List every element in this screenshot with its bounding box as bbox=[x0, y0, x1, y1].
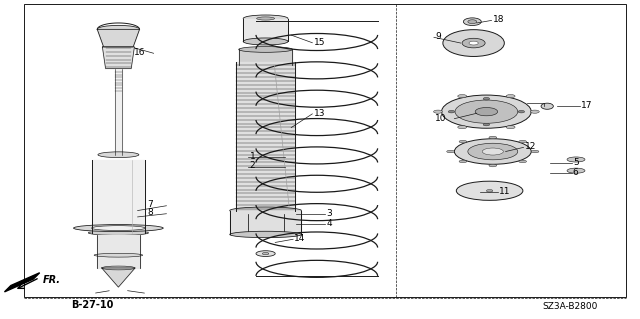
Ellipse shape bbox=[243, 38, 288, 45]
Polygon shape bbox=[115, 69, 122, 155]
Ellipse shape bbox=[506, 126, 515, 129]
Ellipse shape bbox=[442, 95, 531, 128]
Ellipse shape bbox=[257, 17, 275, 20]
Ellipse shape bbox=[74, 225, 163, 232]
Ellipse shape bbox=[256, 251, 275, 256]
Ellipse shape bbox=[567, 168, 585, 173]
Ellipse shape bbox=[433, 110, 442, 113]
Ellipse shape bbox=[506, 94, 515, 98]
Text: 8: 8 bbox=[147, 208, 153, 217]
Ellipse shape bbox=[243, 15, 288, 22]
Ellipse shape bbox=[88, 230, 148, 235]
Text: 2: 2 bbox=[250, 161, 255, 170]
Text: 17: 17 bbox=[581, 101, 593, 110]
Ellipse shape bbox=[455, 100, 518, 123]
Ellipse shape bbox=[230, 231, 301, 238]
Text: 16: 16 bbox=[134, 48, 146, 57]
Ellipse shape bbox=[262, 253, 269, 255]
Text: 7: 7 bbox=[147, 200, 153, 209]
Ellipse shape bbox=[567, 157, 585, 162]
Ellipse shape bbox=[468, 20, 477, 24]
Ellipse shape bbox=[518, 110, 525, 113]
Ellipse shape bbox=[456, 181, 523, 200]
Polygon shape bbox=[4, 273, 40, 292]
Ellipse shape bbox=[489, 164, 497, 167]
Text: 6: 6 bbox=[573, 168, 579, 177]
Ellipse shape bbox=[541, 103, 554, 109]
Ellipse shape bbox=[458, 94, 467, 98]
Ellipse shape bbox=[483, 148, 504, 155]
Text: 1: 1 bbox=[250, 152, 255, 161]
Text: 11: 11 bbox=[499, 187, 511, 196]
Polygon shape bbox=[102, 268, 135, 287]
Text: 14: 14 bbox=[294, 234, 306, 243]
Ellipse shape bbox=[475, 108, 498, 116]
Ellipse shape bbox=[230, 207, 301, 214]
Polygon shape bbox=[97, 29, 140, 47]
Ellipse shape bbox=[486, 189, 493, 192]
Polygon shape bbox=[236, 62, 295, 211]
Ellipse shape bbox=[102, 266, 135, 270]
Text: 15: 15 bbox=[314, 38, 325, 47]
Ellipse shape bbox=[98, 152, 139, 158]
Text: 4: 4 bbox=[326, 219, 332, 228]
Ellipse shape bbox=[239, 47, 292, 52]
Ellipse shape bbox=[92, 226, 145, 230]
Ellipse shape bbox=[458, 126, 467, 129]
Polygon shape bbox=[239, 49, 292, 65]
Text: 18: 18 bbox=[493, 15, 504, 24]
Polygon shape bbox=[230, 211, 301, 234]
Text: FR.: FR. bbox=[43, 275, 61, 285]
Text: B-27-10: B-27-10 bbox=[72, 300, 114, 310]
Ellipse shape bbox=[519, 160, 527, 163]
Ellipse shape bbox=[483, 123, 490, 126]
Polygon shape bbox=[74, 228, 163, 231]
Ellipse shape bbox=[463, 18, 481, 26]
Ellipse shape bbox=[454, 139, 531, 164]
Ellipse shape bbox=[459, 160, 467, 163]
Text: 13: 13 bbox=[314, 109, 325, 118]
Ellipse shape bbox=[531, 110, 540, 113]
Text: 5: 5 bbox=[573, 158, 579, 167]
Polygon shape bbox=[92, 160, 145, 233]
Text: 9: 9 bbox=[435, 32, 441, 41]
Ellipse shape bbox=[97, 26, 140, 33]
Ellipse shape bbox=[468, 143, 518, 160]
Ellipse shape bbox=[483, 97, 490, 100]
Ellipse shape bbox=[519, 140, 527, 143]
Ellipse shape bbox=[462, 38, 485, 48]
Ellipse shape bbox=[94, 253, 143, 257]
Ellipse shape bbox=[459, 140, 467, 143]
Text: 12: 12 bbox=[525, 142, 536, 151]
Ellipse shape bbox=[443, 30, 504, 56]
Text: 10: 10 bbox=[435, 114, 447, 122]
Text: 3: 3 bbox=[326, 209, 332, 218]
Ellipse shape bbox=[448, 110, 454, 113]
Polygon shape bbox=[97, 235, 140, 268]
Ellipse shape bbox=[447, 150, 454, 153]
Polygon shape bbox=[243, 19, 288, 41]
Text: SZ3A-B2800: SZ3A-B2800 bbox=[542, 302, 597, 311]
Ellipse shape bbox=[489, 136, 497, 139]
Ellipse shape bbox=[469, 41, 478, 45]
Polygon shape bbox=[102, 47, 134, 69]
Ellipse shape bbox=[531, 150, 539, 153]
